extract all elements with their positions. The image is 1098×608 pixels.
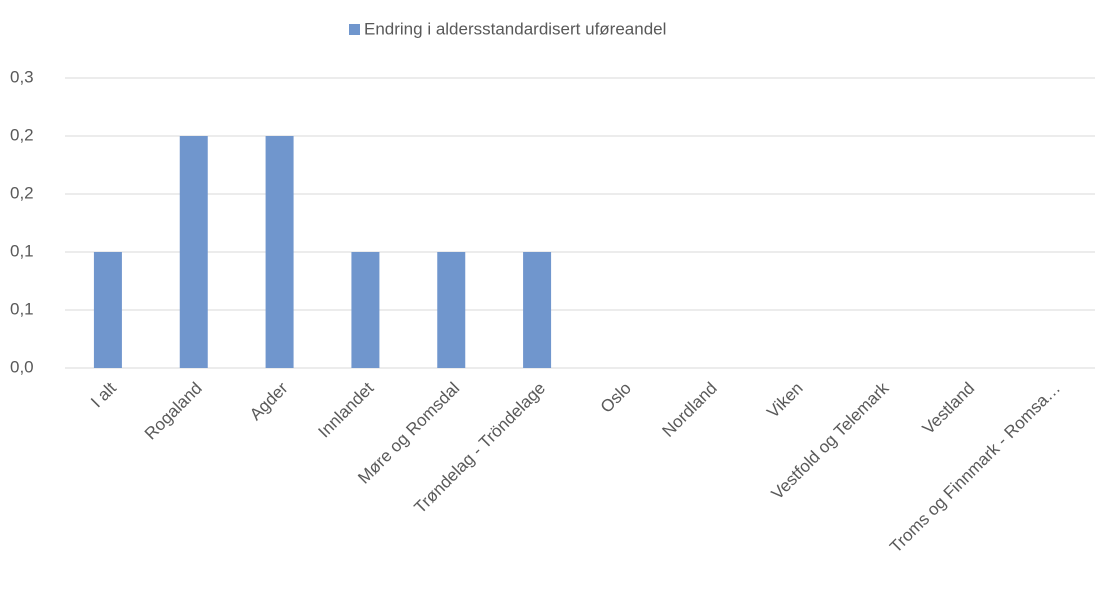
bar — [523, 252, 552, 368]
x-tick-label: I alt — [87, 378, 120, 411]
y-tick-label: 0,0 — [10, 357, 34, 376]
y-tick-label: 0,2 — [10, 125, 34, 144]
x-tick-label: Vestland — [919, 379, 979, 439]
y-tick-label: 0,3 — [10, 67, 34, 86]
x-tick-label: Nordland — [659, 379, 721, 441]
bar — [437, 252, 466, 368]
y-tick-label: 0,1 — [10, 299, 34, 318]
x-tick-label: Innlandet — [315, 378, 378, 441]
y-tick-label: 0,1 — [10, 241, 34, 260]
bar — [179, 136, 208, 368]
bar — [265, 136, 294, 368]
x-tick-label: Troms og Finnmark - Romsa… — [886, 379, 1064, 557]
legend-swatch — [349, 24, 360, 35]
x-tick-label: Oslo — [597, 379, 635, 417]
x-tick-label: Rogaland — [141, 379, 206, 444]
bar — [351, 252, 380, 368]
y-tick-label: 0,2 — [10, 183, 34, 202]
x-tick-label: Viken — [763, 379, 806, 422]
legend-label: Endring i aldersstandardisert uføreandel — [364, 19, 666, 38]
bar — [93, 252, 122, 368]
x-tick-label: Agder — [246, 378, 292, 424]
